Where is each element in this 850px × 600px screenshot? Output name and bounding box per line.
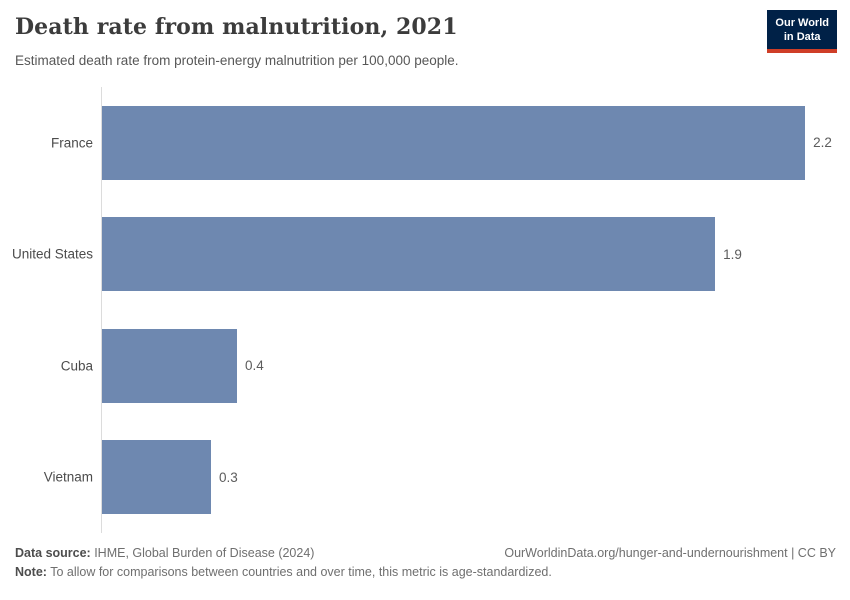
data-source: Data source: IHME, Global Burden of Dise… (15, 546, 314, 560)
owid-logo-line1: Our World (775, 17, 829, 29)
note-text: To allow for comparisons between countri… (46, 565, 552, 579)
bar-row: Vietnam 0.3 (44, 422, 836, 534)
bar-rows-container: France 2.2 United States 1.9 Cuba 0.4 Vietnam 0… (12, 87, 836, 534)
value-label: 0.3 (218, 469, 238, 485)
page-title: Death rate from malnutrition, 2021 (15, 14, 458, 40)
category-label-france: France (50, 135, 93, 151)
chart-note: Note: To allow for comparisons between c… (15, 565, 836, 579)
attribution-link[interactable]: OurWorldinData.org/hunger-and-undernouri… (504, 546, 836, 560)
bar-row: Cuba 0.4 (61, 310, 836, 422)
bar-cuba[interactable] (102, 328, 237, 403)
data-source-label: Data source: (15, 546, 91, 560)
bar-united-states[interactable] (102, 217, 716, 292)
note-label: Note: (15, 565, 47, 579)
value-label: 0.4 (245, 358, 264, 374)
category-label-united-states: United States (11, 246, 93, 262)
category-label-vietnam: Vietnam (43, 469, 93, 485)
value-label: 2.2 (813, 135, 832, 151)
bar-france[interactable] (102, 105, 806, 180)
chart-subtitle: Estimated death rate from protein-energy… (15, 53, 459, 68)
bar-row: United States 1.9 (12, 199, 836, 311)
owid-logo: Our World in Data (767, 10, 837, 53)
value-label: 1.9 (723, 246, 742, 262)
bar-vietnam[interactable] (102, 440, 211, 515)
data-source-text: IHME, Global Burden of Disease (2024) (90, 546, 315, 560)
chart-footer: Data source: IHME, Global Burden of Dise… (15, 546, 836, 579)
category-label-cuba: Cuba (60, 358, 93, 374)
owid-logo-line2: in Data (783, 31, 821, 44)
y-axis-line (101, 87, 102, 533)
bar-row: France 2.2 (51, 87, 836, 199)
bar-chart: France 2.2 United States 1.9 Cuba 0.4 Vietnam 0… (12, 87, 836, 534)
